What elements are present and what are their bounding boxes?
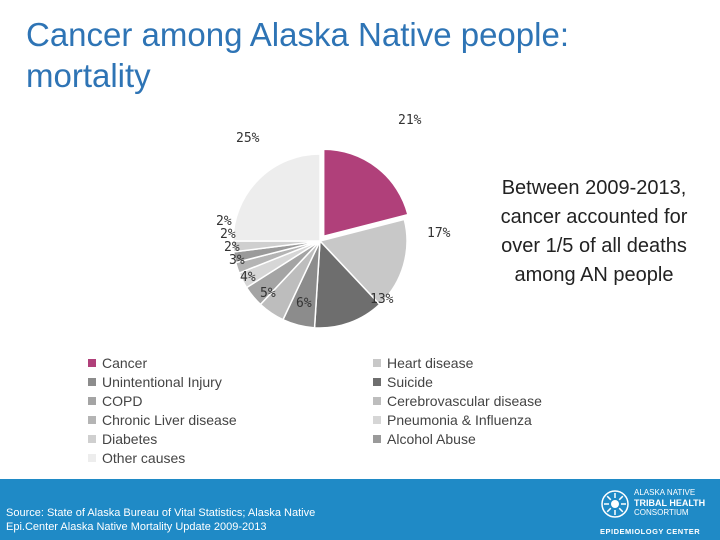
legend-label: Unintentional Injury xyxy=(102,373,222,390)
slice-label-cerebrovascular-disease: 5% xyxy=(260,286,276,301)
legend-swatch xyxy=(88,434,96,443)
slice-label-alcohol-abuse: 2% xyxy=(220,227,236,242)
footer-bar: Source: State of Alaska Bureau of Vital … xyxy=(0,479,720,540)
legend-swatch xyxy=(88,396,96,405)
legend-label: Diabetes xyxy=(102,430,158,447)
legend-swatch xyxy=(88,358,96,367)
legend-item-suicide: Suicide xyxy=(373,372,542,391)
legend-item-pneumonia-influenza: Pneumonia & Influenza xyxy=(373,410,542,429)
legend-swatch xyxy=(88,377,96,386)
legend-label: Alcohol Abuse xyxy=(387,430,476,447)
slice-label-diabetes: 2% xyxy=(224,240,240,255)
legend-right: Heart disease Suicide Cerebrovascular dise… xyxy=(373,353,542,448)
slice-label-suicide: 13% xyxy=(370,292,394,307)
slice-label-cancer: 21% xyxy=(398,113,422,128)
page-title: Cancer among Alaska Native people: morta… xyxy=(26,16,569,94)
legend-left: Cancer Unintentional Injury COPD Chronic Li… xyxy=(88,353,237,467)
slice-label-chronic-liver-disease: 2% xyxy=(216,214,232,229)
sunburst-seal-icon xyxy=(601,490,629,518)
legend-label: Chronic Liver disease xyxy=(102,411,237,428)
legend-label: Cancer xyxy=(102,354,148,371)
pie-chart: 21%17%13%6%5%4%3%2%2%2%25% xyxy=(216,113,451,329)
legend-item-copd: COPD xyxy=(88,391,237,410)
legend-label: Other causes xyxy=(102,449,186,466)
legend-label: COPD xyxy=(102,392,143,409)
logo-line-3: CONSORTIUM xyxy=(634,508,689,517)
pie-slice-suicide xyxy=(313,239,381,329)
legend-item-chronic-liver-disease: Chronic Liver disease xyxy=(88,410,237,429)
slice-label-other-causes: 25% xyxy=(236,131,260,146)
legend-item-cerebrovascular-disease: Cerebrovascular disease xyxy=(373,391,542,410)
legend-swatch xyxy=(373,396,381,405)
logo-line-1: ALASKA NATIVE xyxy=(634,488,696,497)
logo-line-4: EPIDEMIOLOGY CENTER xyxy=(600,527,701,536)
source-line-2: Epi.Center Alaska Native Mortality Updat… xyxy=(6,521,267,533)
legend-item-heart-disease: Heart disease xyxy=(373,353,542,372)
legend-item-diabetes: Diabetes xyxy=(88,429,237,448)
legend-item-cancer: Cancer xyxy=(88,353,237,372)
source-line-1: Source: State of Alaska Bureau of Vital … xyxy=(6,507,316,519)
legend-label: Cerebrovascular disease xyxy=(387,392,542,409)
logo-line-2: TRIBAL HEALTH xyxy=(634,498,706,508)
slice-label-pneumonia-influenza: 3% xyxy=(229,253,245,268)
legend-label: Heart disease xyxy=(387,354,474,371)
slice-label-unintentional-injury: 6% xyxy=(296,296,312,311)
anthc-logo: ALASKA NATIVE TRIBAL HEALTH CONSORTIUM E… xyxy=(600,487,716,537)
legend-item-unintentional-injury: Unintentional Injury xyxy=(88,372,237,391)
pie-slice-cancer xyxy=(322,148,409,238)
legend-item-alcohol-abuse: Alcohol Abuse xyxy=(373,429,542,448)
legend-swatch xyxy=(88,415,96,424)
pie-slice-heart-disease xyxy=(318,218,408,306)
legend-label: Pneumonia & Influenza xyxy=(387,411,532,428)
legend-swatch xyxy=(88,453,96,462)
slice-label-heart-disease: 17% xyxy=(427,226,451,241)
source-note: Source: State of Alaska Bureau of Vital … xyxy=(6,506,366,534)
slice-label-copd: 4% xyxy=(240,270,256,285)
annotation-text: Between 2009-2013, cancer accounted for … xyxy=(500,177,688,286)
legend-swatch xyxy=(373,434,381,443)
legend-swatch xyxy=(373,377,381,386)
pie-slice-other-causes xyxy=(232,153,321,242)
legend-label: Suicide xyxy=(387,373,433,390)
legend-swatch xyxy=(373,415,381,424)
legend-item-other-causes: Other causes xyxy=(88,448,237,467)
legend-swatch xyxy=(373,358,381,367)
